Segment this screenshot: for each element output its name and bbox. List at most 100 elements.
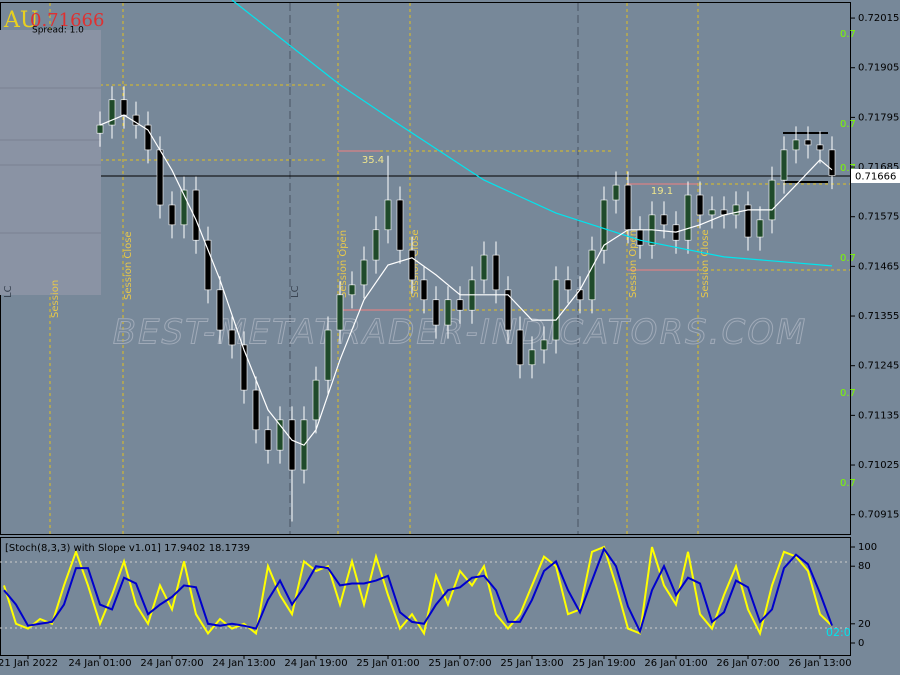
candle-body: [564, 279, 572, 291]
y-tick-label: 0.72015: [858, 13, 899, 24]
candle-body: [192, 189, 200, 241]
session-label: LC: [3, 285, 14, 298]
range-label: 35.4: [362, 155, 384, 166]
pivot-label: 0.7: [840, 29, 856, 40]
candle-body: [216, 289, 224, 331]
candle-body: [456, 299, 464, 311]
pivot-label: 0.7: [840, 163, 856, 174]
candle-body: [96, 124, 104, 134]
x-tick-label: 25 Jan 19:00: [572, 658, 635, 669]
candle-body: [144, 124, 152, 151]
session-label: Session: [50, 280, 61, 318]
moving-average: [231, 0, 833, 267]
candle-body: [264, 429, 272, 451]
x-tick-label: 26 Jan 01:00: [644, 658, 707, 669]
candle-body: [708, 209, 716, 216]
candle-body: [252, 389, 260, 431]
candle-body: [324, 329, 332, 381]
candle-body: [336, 294, 344, 331]
candle-body: [504, 289, 512, 331]
candle-body: [204, 239, 212, 291]
candle-body: [828, 149, 836, 176]
candle-body: [240, 344, 248, 391]
candle-body: [420, 279, 428, 301]
candle-body: [540, 339, 548, 351]
session-label: LC: [290, 285, 301, 298]
candle-body: [492, 254, 500, 291]
candle-body: [396, 199, 404, 251]
price-tag: [851, 169, 900, 183]
x-tick-label: 26 Jan 07:00: [716, 658, 779, 669]
candle-body: [612, 184, 620, 201]
bid-price: 0.71666: [30, 10, 104, 31]
session-label: Session Open: [338, 230, 349, 298]
info-panel: [0, 30, 101, 295]
current-price: 0.71666: [855, 172, 896, 183]
x-tick-label: 24 Jan 13:00: [212, 658, 275, 669]
y-tick-label: 0.71905: [858, 63, 899, 74]
candle-body: [120, 99, 128, 116]
candle-body: [792, 139, 800, 151]
range-label: 19.1: [651, 186, 673, 197]
y-tick-label: 0: [858, 638, 864, 649]
candle-body: [228, 329, 236, 346]
candle-body: [372, 229, 380, 261]
candle-body: [816, 144, 824, 151]
candle-body: [432, 299, 440, 326]
y-tick-label: 80: [858, 561, 871, 572]
candle-body: [624, 184, 632, 231]
symbol: AU: [3, 8, 38, 33]
candle-body: [780, 149, 788, 181]
candle-body: [288, 419, 296, 471]
x-tick-label: 26 Jan 13:00: [788, 658, 851, 669]
y-tick-label: 0.70915: [858, 510, 899, 521]
stoch-main-value: 17.9402: [164, 543, 205, 554]
y-tick-label: 20: [858, 619, 871, 630]
info-panel-lines: [0, 87, 101, 234]
candle-body: [180, 189, 188, 226]
session-label: Session Close: [123, 231, 134, 300]
session-label: Session Open: [628, 230, 639, 298]
candle-body: [516, 329, 524, 366]
candle-body: [552, 279, 560, 341]
stoch-name: [Stoch(8,3,3) with Slope v1.01]: [5, 543, 161, 554]
y-tick-label: 0.71795: [858, 112, 899, 123]
candle-body: [312, 379, 320, 421]
y-tick-label: 0.71355: [858, 311, 899, 322]
candle-body: [732, 204, 740, 216]
candle-body: [528, 349, 536, 366]
candle-body: [108, 99, 116, 126]
y-tick-label: 0.71245: [858, 361, 899, 372]
countdown: 02:0: [826, 626, 851, 639]
candle-body: [408, 249, 416, 281]
candle-body: [156, 149, 164, 206]
y-tick-label: 100: [858, 542, 877, 553]
candle-body: [168, 204, 176, 226]
candle-body: [684, 194, 692, 241]
pivot-label: 0.7: [840, 388, 856, 399]
y-tick-label: 0.71575: [858, 212, 899, 223]
pivot-label: 0.7: [840, 478, 856, 489]
x-tick-label: 21 Jan 2022: [0, 658, 58, 669]
y-tick-label: 0.71025: [858, 460, 899, 471]
candle-body: [444, 299, 452, 326]
candle-body: [696, 194, 704, 216]
stoch-frame: [0, 537, 851, 656]
candle-body: [804, 139, 812, 146]
candle-body: [588, 249, 596, 301]
y-tick-label: 0.71135: [858, 410, 899, 421]
candle-body: [600, 199, 608, 251]
candle-body: [348, 284, 356, 296]
candle-body: [276, 419, 284, 451]
session-label: Session Close: [700, 229, 711, 298]
candle-body: [576, 289, 584, 301]
candle-body: [480, 254, 488, 281]
stoch-line: [3, 546, 833, 635]
candle-body: [768, 179, 776, 221]
x-tick-label: 24 Jan 07:00: [140, 658, 203, 669]
x-tick-label: 25 Jan 07:00: [428, 658, 491, 669]
y-tick-label: 0.71685: [858, 162, 899, 173]
pivot-label: 0.7: [840, 119, 856, 130]
y-tick-label: 0.71465: [858, 261, 899, 272]
